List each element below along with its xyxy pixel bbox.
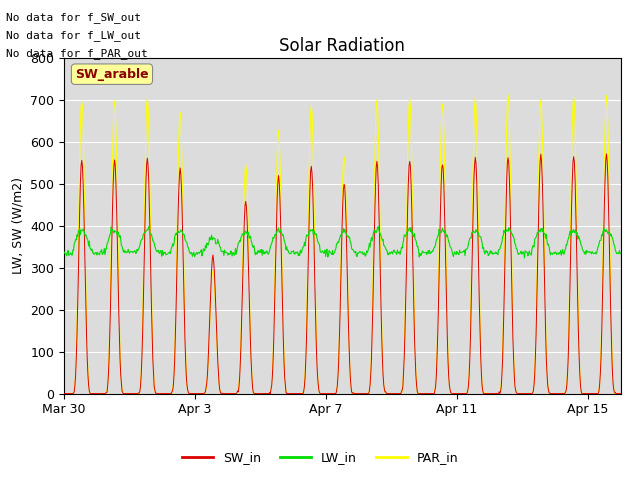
Text: No data for f_SW_out: No data for f_SW_out [6, 12, 141, 23]
Text: No data for f_PAR_out: No data for f_PAR_out [6, 48, 148, 60]
Text: SW_arable: SW_arable [75, 68, 148, 81]
Y-axis label: LW, SW (W/m2): LW, SW (W/m2) [12, 177, 25, 274]
Text: No data for f_LW_out: No data for f_LW_out [6, 30, 141, 41]
Title: Solar Radiation: Solar Radiation [280, 36, 405, 55]
Legend: SW_in, LW_in, PAR_in: SW_in, LW_in, PAR_in [177, 446, 463, 469]
